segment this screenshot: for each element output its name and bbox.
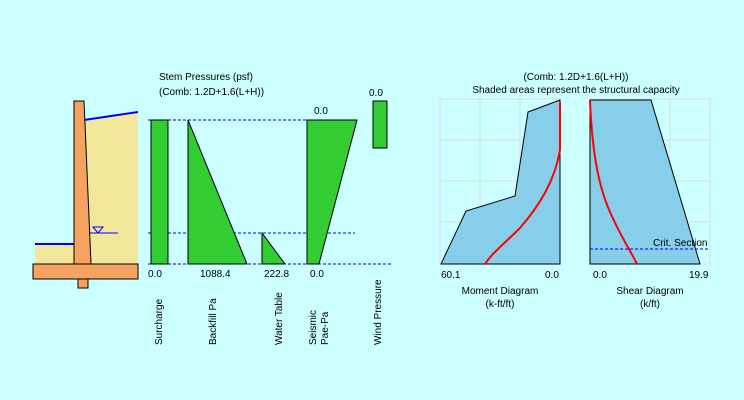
stem-pressures-panel: Stem Pressures (psf) (Comb: 1.2D+1.6(L+H… — [148, 72, 393, 345]
seismic-pressure-shape — [306, 119, 358, 265]
toe-soil — [35, 245, 75, 264]
moment-right-value: 0.0 — [545, 270, 559, 281]
backfill-label: Backfill Pa — [208, 298, 219, 345]
wind-pressure-label: Wind Pressure — [373, 279, 384, 345]
backfill-surface-line — [83, 111, 139, 121]
backfill-base-value: 1088.4 — [200, 269, 231, 280]
shear-diagram-title: Shear Diagram — [616, 286, 683, 297]
wind-top-value: 0.0 — [369, 88, 383, 99]
water-table-label: Water Table — [274, 292, 285, 345]
surcharge-label: Surcharge — [154, 298, 165, 345]
moment-capacity-area — [440, 99, 561, 265]
backfill-soil — [84, 113, 138, 264]
stem-pressures-title: Stem Pressures (psf) — [159, 72, 253, 83]
seismic-label-line2: Pae-Pa — [320, 311, 331, 345]
shear-right-value: 19.9 — [689, 270, 709, 281]
seismic-label-line1: Seismic — [308, 310, 319, 345]
moment-demand-curve — [484, 102, 561, 265]
shear-capacity-area — [589, 99, 701, 265]
moment-diagram-units: (k-ft/ft) — [486, 299, 515, 310]
shear-key — [77, 278, 89, 289]
stem-pressures-combination: (Comb: 1.2D+1.6(L+H)) — [159, 87, 264, 98]
wall-footing — [32, 263, 139, 280]
capacity-combination: (Comb: 1.2D+1.6(L+H)) — [523, 72, 628, 83]
capacity-diagrams-panel: (Comb: 1.2D+1.6(L+H)) Shaded areas repre… — [439, 72, 711, 310]
surcharge-base-value: 0.0 — [148, 269, 162, 280]
surcharge-pressure-shape — [150, 119, 169, 265]
moment-diagram: 60.1 0.0 Moment Diagram (k-ft/ft) — [439, 98, 561, 310]
water-table-icon — [91, 226, 105, 234]
capacity-note: Shaded areas represent the structural ca… — [472, 85, 679, 96]
seismic-base-value: 0.0 — [310, 269, 324, 280]
shear-left-value: 0.0 — [593, 270, 607, 281]
shear-diagram: Crit. Section 0.0 19.9 Shear Diagram (k/… — [589, 98, 711, 310]
crit-section-label: Crit. Section — [653, 238, 707, 249]
water-table-base-value: 222.8 — [264, 269, 289, 280]
water-table-pressure-shape — [261, 231, 286, 265]
moment-diagram-title: Moment Diagram — [462, 286, 539, 297]
shear-demand-curve — [589, 99, 638, 265]
moment-left-value: 60.1 — [441, 270, 461, 281]
backfill-pressure-shape — [187, 119, 248, 265]
wind-pressure-shape — [372, 100, 388, 149]
wall-section-sketch — [32, 100, 139, 289]
shear-diagram-units: (k/ft) — [640, 299, 660, 310]
seismic-top-value: 0.0 — [314, 106, 328, 117]
